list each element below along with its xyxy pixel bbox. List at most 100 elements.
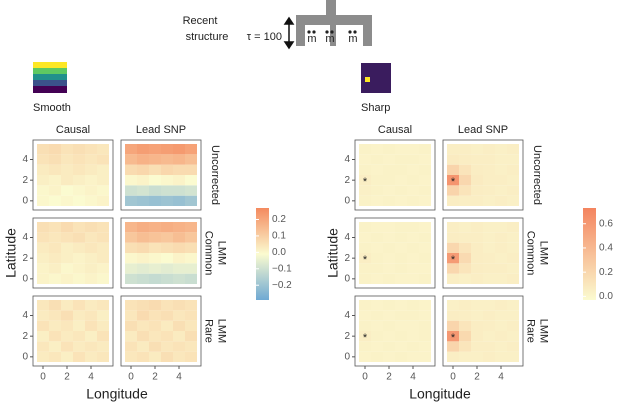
y-tick-label: 4 (344, 154, 350, 165)
x-tick-label: 4 (498, 372, 504, 383)
arrow (283, 16, 295, 50)
heat-cell (395, 331, 407, 342)
heat-cell (125, 185, 137, 196)
heat-cell (73, 242, 85, 253)
heat-cell (507, 300, 519, 311)
heat-cell (37, 320, 49, 331)
x-tick-label: 4 (410, 372, 416, 383)
heat-cell (73, 185, 85, 196)
heat-cell (137, 310, 149, 321)
heat-cell (359, 175, 371, 186)
heat-cell (459, 242, 471, 253)
heat-cell (507, 273, 519, 284)
deme-icons (307, 30, 357, 34)
heat-cell (371, 351, 383, 362)
heat-cell (407, 222, 419, 233)
heat-cell (97, 164, 109, 175)
heat-cell (125, 310, 137, 321)
heat-cell (173, 232, 185, 243)
heat-cell (125, 273, 137, 284)
x-tick-label: 2 (152, 372, 158, 383)
heat-cell (459, 263, 471, 274)
heat-cell (185, 222, 197, 233)
legend-label: Smooth (33, 102, 71, 114)
heat-cell (73, 341, 85, 352)
heat-cell (407, 144, 419, 155)
heat-cell (173, 310, 185, 321)
heat-cell (483, 242, 495, 253)
heat-cell (149, 310, 161, 321)
heat-cell (149, 273, 161, 284)
heat-cell (407, 253, 419, 264)
heat-cell (173, 222, 185, 233)
heat-cell (49, 253, 61, 264)
heat-cell (73, 310, 85, 321)
heat-cell (483, 310, 495, 321)
heat-cell (359, 242, 371, 253)
heat-cell (419, 310, 431, 321)
heat-cell (85, 263, 97, 274)
heat-cell (371, 154, 383, 165)
heat-cell (383, 154, 395, 165)
heat-cell (97, 253, 109, 264)
heat-cell (495, 232, 507, 243)
heat-cell (495, 164, 507, 175)
heat-cell (137, 341, 149, 352)
heat-cell (73, 175, 85, 186)
heat-cell (419, 300, 431, 311)
row-label: LMM (216, 241, 228, 265)
strip-label: Lead SNP (458, 124, 508, 136)
heat-cell (383, 164, 395, 175)
heat-cell (483, 164, 495, 175)
heat-cell (149, 242, 161, 253)
heat-cell (137, 175, 149, 186)
heat-cell (383, 331, 395, 342)
row-label: Rare (203, 319, 215, 343)
heat-cell (419, 232, 431, 243)
heat-cell (507, 253, 519, 264)
heat-cell (61, 300, 73, 311)
heat-cell (149, 263, 161, 274)
colorbar-tick-label: 0.2 (599, 267, 613, 278)
heat-cell (173, 154, 185, 165)
heat-cell (407, 320, 419, 331)
heat-cell (49, 232, 61, 243)
heat-cell (359, 154, 371, 165)
heat-cell (137, 144, 149, 155)
heat-cell (459, 300, 471, 311)
heat-cell (419, 253, 431, 264)
y-tick-label: 0 (22, 195, 28, 206)
heat-cell (97, 331, 109, 342)
heat-cell (483, 232, 495, 243)
heat-cell (447, 222, 459, 233)
heat-cell (495, 300, 507, 311)
heat-cell (149, 175, 161, 186)
heat-cell (407, 154, 419, 165)
heat-cell (73, 232, 85, 243)
heat-cell (407, 351, 419, 362)
heat-cell (61, 164, 73, 175)
heat-cell (371, 341, 383, 352)
heat-cell (73, 263, 85, 274)
heat-cell (359, 232, 371, 243)
heat-cell (149, 300, 161, 311)
heat-cell (73, 144, 85, 155)
heat-cell (407, 164, 419, 175)
heat-cell (483, 351, 495, 362)
heat-cell (161, 263, 173, 274)
heat-cell (61, 144, 73, 155)
heat-cell (395, 320, 407, 331)
heat-cell (49, 154, 61, 165)
heat-cell (419, 263, 431, 274)
heat-cell (125, 222, 137, 233)
heat-cell (407, 242, 419, 253)
heat-cell (507, 351, 519, 362)
y-tick-label: 0 (22, 351, 28, 362)
colorbar (583, 208, 596, 300)
heat-cell (395, 175, 407, 186)
heat-cell (125, 351, 137, 362)
heat-cell (383, 185, 395, 196)
heat-cell (49, 185, 61, 196)
heat-cell (371, 310, 383, 321)
heat-cell (173, 341, 185, 352)
